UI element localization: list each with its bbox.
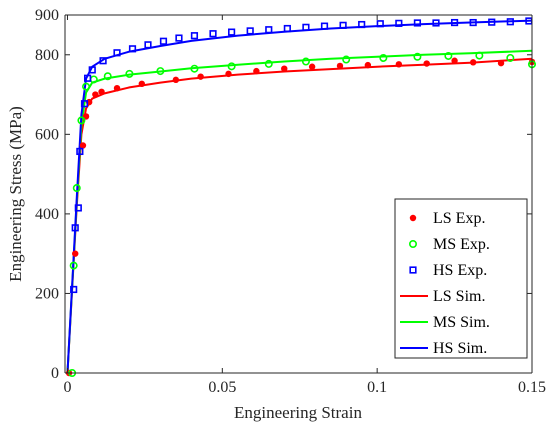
exp-point-ls bbox=[113, 84, 121, 92]
exp-point-hs bbox=[228, 28, 236, 36]
legend: LS Exp. MS Exp. HS Exp. LS Sim. MS Sim. HS Si… bbox=[394, 198, 528, 359]
exp-point-ms bbox=[301, 57, 310, 66]
exp-point-ls bbox=[497, 59, 505, 67]
y-axis-title: Engineering Stress (MPa) bbox=[6, 106, 25, 282]
exp-point-ls bbox=[197, 73, 204, 80]
exp-point-hs bbox=[395, 19, 403, 27]
exp-point-hs bbox=[71, 224, 79, 232]
exp-point-hs bbox=[159, 37, 168, 45]
exp-point-ls bbox=[72, 250, 79, 257]
x-tick-label: 0.1 bbox=[367, 379, 387, 396]
exp-point-hs bbox=[128, 45, 137, 53]
exp-point-hs bbox=[432, 19, 440, 27]
exp-point-ms bbox=[190, 64, 199, 73]
series-layer bbox=[65, 17, 536, 377]
legend-swatch-hs-exp bbox=[409, 266, 417, 274]
y-tick-label: 400 bbox=[35, 206, 59, 223]
exp-point-hs bbox=[450, 18, 459, 27]
ticks-layer: 0 200 400 600 800 900 0 0.05 0.1 0.15 bbox=[35, 7, 546, 396]
exp-point-ms bbox=[444, 51, 453, 60]
y-tick-label: 600 bbox=[35, 126, 59, 143]
exp-point-hs bbox=[88, 66, 96, 74]
exp-point-hs bbox=[84, 74, 92, 82]
exp-point-ls bbox=[423, 60, 430, 67]
exp-point-hs bbox=[506, 18, 514, 26]
exp-point-ms bbox=[77, 116, 86, 125]
exp-point-hs bbox=[76, 147, 84, 156]
exp-point-ms bbox=[82, 82, 91, 91]
exp-point-ms bbox=[72, 184, 81, 193]
exp-point-ls bbox=[225, 70, 232, 78]
exp-point-ms bbox=[342, 55, 351, 64]
exp-point-ls bbox=[79, 142, 87, 149]
exp-point-hs bbox=[209, 30, 217, 38]
exp-point-ls bbox=[469, 59, 477, 66]
legend-swatch-ms-exp bbox=[408, 240, 417, 249]
exp-point-ls bbox=[308, 63, 316, 70]
exp-point-hs bbox=[74, 204, 82, 212]
exp-point-ls bbox=[395, 61, 403, 68]
exp-point-ms bbox=[506, 53, 515, 62]
legend-label: MS Sim. bbox=[433, 314, 490, 331]
exp-point-ls bbox=[138, 80, 146, 88]
exp-point-hs bbox=[144, 41, 152, 49]
legend-box bbox=[394, 198, 528, 359]
axes-layer bbox=[64, 14, 533, 374]
exp-point-ls bbox=[172, 76, 180, 84]
exp-point-hs bbox=[265, 26, 273, 34]
exp-point-hs bbox=[246, 27, 254, 35]
y-tick-label: 0 bbox=[51, 365, 59, 382]
legend-label: MS Exp. bbox=[433, 236, 490, 253]
exp-point-hs bbox=[469, 18, 477, 27]
exp-point-ls bbox=[336, 62, 344, 70]
exp-point-hs bbox=[99, 57, 107, 65]
exp-point-ms bbox=[264, 59, 273, 68]
exp-point-ms bbox=[227, 62, 236, 71]
x-axis-title: Engineering Strain bbox=[234, 403, 362, 422]
y-tick-label: 800 bbox=[35, 47, 59, 64]
exp-point-ms bbox=[413, 52, 422, 61]
x-tick-label: 0 bbox=[63, 379, 71, 396]
legend-swatch-ls-exp bbox=[409, 214, 417, 222]
exp-point-ms bbox=[475, 51, 484, 60]
sim-line-hs bbox=[66, 19, 533, 374]
exp-point-ms bbox=[103, 72, 112, 81]
exp-point-hs bbox=[358, 20, 366, 29]
exp-point-ms bbox=[379, 53, 388, 62]
legend-label: LS Exp. bbox=[433, 210, 485, 227]
exp-point-hs bbox=[283, 24, 291, 33]
exp-point-ls bbox=[281, 65, 288, 72]
exp-point-hs bbox=[376, 20, 384, 28]
x-tick-label: 0.05 bbox=[208, 379, 236, 396]
sim-line-ms bbox=[66, 49, 533, 374]
exp-point-ms bbox=[69, 261, 78, 270]
exp-point-ls bbox=[364, 61, 372, 69]
exp-point-ms bbox=[125, 69, 134, 78]
y-tick-label: 900 bbox=[35, 7, 59, 24]
exp-point-hs bbox=[302, 23, 310, 31]
x-tick-label: 0.15 bbox=[518, 379, 546, 396]
legend-label: LS Sim. bbox=[433, 288, 485, 305]
exp-point-ls bbox=[451, 57, 458, 64]
exp-point-ls bbox=[92, 91, 99, 98]
legend-label: HS Exp. bbox=[433, 262, 487, 279]
exp-point-ls bbox=[98, 88, 105, 95]
exp-point-hs bbox=[113, 49, 121, 57]
exp-point-hs bbox=[488, 18, 496, 26]
exp-point-hs bbox=[80, 100, 89, 108]
y-tick-label: 200 bbox=[35, 285, 59, 302]
exp-point-hs bbox=[339, 21, 347, 29]
exp-point-hs bbox=[175, 34, 183, 42]
exp-point-ls bbox=[253, 67, 260, 75]
exp-point-hs bbox=[190, 32, 199, 40]
exp-point-hs bbox=[70, 285, 78, 294]
exp-point-ms bbox=[156, 67, 165, 76]
legend-label: HS Sim. bbox=[433, 340, 487, 357]
exp-point-hs bbox=[413, 19, 422, 27]
exp-point-hs bbox=[320, 22, 329, 30]
